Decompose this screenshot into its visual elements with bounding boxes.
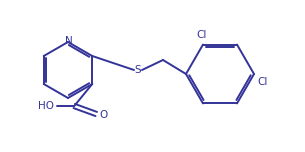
Text: S: S bbox=[135, 65, 141, 75]
Text: O: O bbox=[99, 110, 107, 120]
Text: HO: HO bbox=[38, 101, 54, 111]
Text: Cl: Cl bbox=[257, 77, 267, 87]
Text: N: N bbox=[65, 36, 73, 46]
Text: Cl: Cl bbox=[197, 29, 207, 40]
